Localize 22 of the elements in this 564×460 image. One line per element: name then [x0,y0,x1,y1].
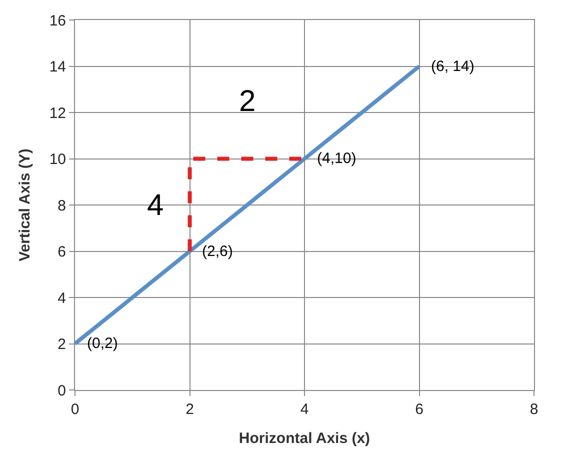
annotation: 2 [239,85,256,118]
annotation: (0,2) [87,335,118,352]
x-axis-title: Horizontal Axis (x) [238,430,370,447]
x-tick-label: 2 [186,401,194,418]
annotation: (6, 14) [431,58,474,75]
y-tick-label: 8 [58,197,66,214]
y-tick-label: 12 [49,104,66,122]
annotation: (2,6) [202,243,233,260]
y-axis-title: Vertical Axis (Y) [16,148,34,262]
x-tick-label: 4 [300,401,309,418]
y-tick-label: 16 [49,12,66,30]
y-tick-label: 0 [58,382,66,400]
x-tick-label: 6 [415,401,424,418]
y-tick-label: 6 [58,244,66,260]
x-tick-label: 0 [70,401,80,418]
y-tick-label: 4 [58,290,66,307]
x-tick-label: 8 [530,401,538,418]
y-tick-label: 14 [49,58,66,76]
annotation: (4,10) [317,150,356,167]
y-tick-label: 10 [49,151,66,168]
y-tick-label: 2 [58,336,66,353]
annotation: 4 [147,189,164,222]
